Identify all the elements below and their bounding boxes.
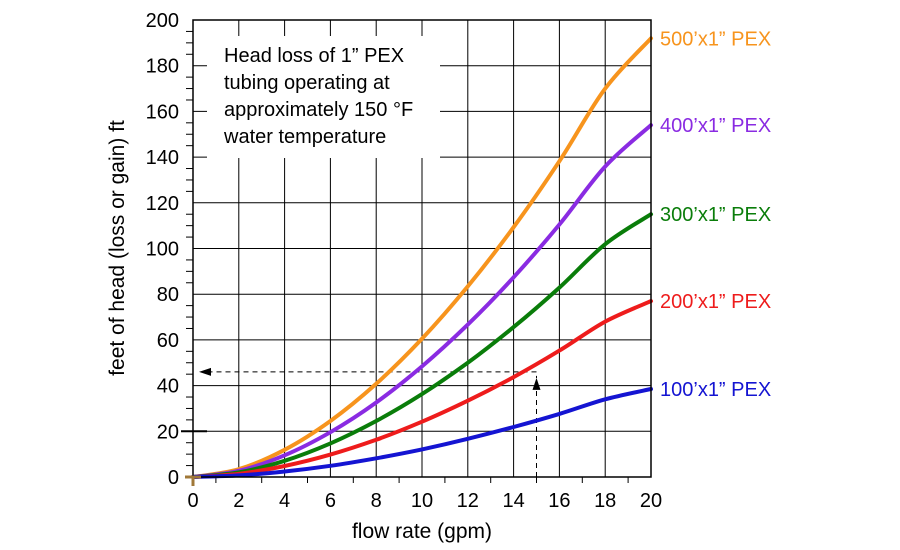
lookup-arrow-left-icon: [199, 367, 211, 376]
series-line-400: [191, 123, 653, 479]
plot-frame: [192, 19, 652, 478]
series-line-200: [191, 299, 653, 479]
x-tick-label-0: 0: [187, 490, 198, 512]
x-tick-label-8: 8: [371, 490, 382, 512]
series-label-300: 300’x1” PEX: [660, 204, 771, 226]
x-axis-title: flow rate (gpm): [352, 520, 492, 543]
y-tick-label-40: 40: [157, 376, 179, 398]
y-tick-labels: 0 20 40 60 80 100 120 140 160 180 200: [146, 10, 179, 489]
y-tick-label-140: 140: [146, 147, 179, 169]
annotation-line-4: water temperature: [223, 126, 386, 148]
y-tick-label-20: 20: [157, 421, 179, 443]
lookup-arrow-up-icon: [532, 377, 541, 390]
series-label-200: 200’x1” PEX: [660, 291, 771, 313]
series-labels: 500’x1” PEX 400’x1” PEX 300’x1” PEX 200’x1”…: [660, 28, 771, 401]
series-label-400: 400’x1” PEX: [660, 115, 771, 137]
x-tick-label-2: 2: [233, 490, 244, 512]
series-line-100: [191, 387, 653, 479]
series-curves: [191, 36, 653, 479]
lookup-lines: [199, 367, 541, 477]
y-tick-label-60: 60: [157, 330, 179, 352]
y-tick-label-160: 160: [146, 101, 179, 123]
annotation-line-3: approximately 150 °F: [224, 99, 413, 121]
x-tick-label-16: 16: [548, 490, 570, 512]
x-tick-label-14: 14: [502, 490, 524, 512]
y-tick-label-200: 200: [146, 10, 179, 32]
x-tick-label-20: 20: [640, 490, 662, 512]
y-tick-label-0: 0: [168, 467, 179, 489]
x-tick-labels: 0 2 4 6 8 10 12 14 16 18 20: [187, 490, 662, 512]
annotation-box: [207, 36, 440, 158]
y-tick-label-180: 180: [146, 56, 179, 78]
series-label-500: 500’x1” PEX: [660, 28, 771, 50]
series-line-300: [191, 212, 653, 479]
series-label-100: 100’x1” PEX: [660, 379, 771, 401]
annotation-text: Head loss of 1” PEX tubing operating at ap…: [223, 45, 413, 148]
origin-marker: [185, 475, 201, 486]
series-line-500: [191, 36, 653, 479]
y-tick-label-120: 120: [146, 193, 179, 215]
x-tick-label-18: 18: [594, 490, 616, 512]
x-tick-label-4: 4: [279, 490, 290, 512]
annotation-line-2: tubing operating at: [224, 72, 390, 94]
x-tick-label-6: 6: [325, 490, 336, 512]
annotation-line-1: Head loss of 1” PEX: [224, 45, 404, 67]
y-tick-label-100: 100: [146, 239, 179, 261]
y-tick-label-80: 80: [157, 284, 179, 306]
x-tick-label-12: 12: [457, 490, 479, 512]
y-axis-title: feet of head (loss or gain) ft: [106, 120, 129, 376]
x-tick-label-10: 10: [411, 490, 433, 512]
